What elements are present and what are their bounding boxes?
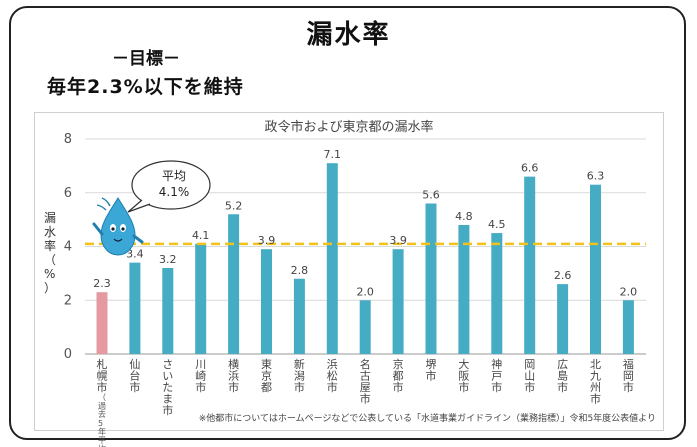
category-label: 仙台市 [129,358,140,394]
bar [129,262,141,354]
bar-value-label: 4.1 [192,229,210,242]
bar [524,176,536,354]
category-label: 京都市 [393,357,404,394]
bar [491,233,503,354]
bar-value-label: 2.6 [554,269,572,282]
bar-value-label: 2.8 [291,264,309,277]
average-label-line2: 4.1% [159,185,190,199]
y-tick-label: 0 [64,347,72,362]
category-label: 堺市 [426,358,437,383]
bar [293,278,305,354]
value-labels: 2.3 3.4 3.2 4.1 5.2 3.9 2.8 7.1 2.0 3.9 5.6 4.8 4.5 6… [93,148,637,298]
mascot-water-drop-icon [92,197,144,256]
bar-value-label: 3.2 [159,253,177,266]
bar-value-label: 5.2 [225,199,243,212]
bar-value-label: 2.0 [620,285,638,298]
average-label-line1: 平均 [162,169,186,183]
source-note: ※他都市についてはホームページなどで公表している「水道事業ガイドライン（業務指標… [199,412,656,424]
bar [96,292,108,354]
category-label: 横浜市 [228,357,239,394]
bar [261,249,272,354]
bar-value-label: 2.3 [93,277,111,290]
bar [622,300,634,354]
category-label: 北九州市 [590,358,601,406]
category-label: さいたま市 [162,358,173,417]
bar [228,214,240,354]
goal-label: －目標－ [112,49,180,69]
bar [590,184,601,354]
y-tick-label: 8 [64,132,72,147]
goal-text: 毎年2.3%以下を維持 [47,76,244,98]
y-axis-title: 漏水率（%） [44,211,56,295]
average-bubble: 平均 4.1% [127,160,211,213]
page-title: 漏水率 [306,20,391,50]
category-label: 大阪市 [458,357,469,394]
bar-value-label: 3.9 [389,234,407,247]
category-label: 名古屋市 [360,357,371,406]
bar-value-label: 4.5 [488,218,506,231]
bar-value-label: 4.8 [455,210,473,223]
category-labels: 札幌市（過去5年平均） 仙台市 さいたま市 川崎市 横浜市 東京都 新潟市 浜松市 名古屋市 京都… [97,357,634,447]
bar-value-label: 7.1 [324,148,342,161]
category-label: 広島市 [557,358,568,394]
y-tick-label: 2 [64,293,72,308]
bar-value-label: 6.6 [521,162,539,175]
bar-value-label: 2.0 [356,285,374,298]
category-label: 新潟市 [294,357,305,394]
category-label: 川崎市 [195,358,206,394]
category-label: 札幌市 [97,358,108,394]
category-label: 東京都 [261,358,272,394]
bar [425,203,437,354]
y-axis-ticks: 0 2 4 6 8 [64,132,72,362]
bar [195,243,207,354]
bar [326,163,338,354]
bar-value-label: 5.6 [422,189,440,202]
category-label: 福岡市 [623,357,634,394]
bar [458,225,470,354]
bar [557,284,569,354]
bar [162,268,174,354]
bar [359,300,371,354]
highlight-sublabel: （過去5年平均） [98,393,106,447]
y-tick-label: 4 [64,240,72,255]
chart-title: 政令市および東京都の漏水率 [264,119,433,135]
bar-value-label: 3.4 [126,248,144,261]
bar [392,249,404,354]
bars [96,163,634,354]
bar-value-label: 3.9 [258,234,276,247]
category-label: 浜松市 [327,358,338,394]
category-label: 神戸市 [491,357,502,394]
y-axis-label: 漏水率（%） [44,211,56,295]
bar-value-label: 6.3 [587,170,605,183]
y-tick-label: 6 [64,186,72,201]
category-label: 岡山市 [524,358,535,394]
